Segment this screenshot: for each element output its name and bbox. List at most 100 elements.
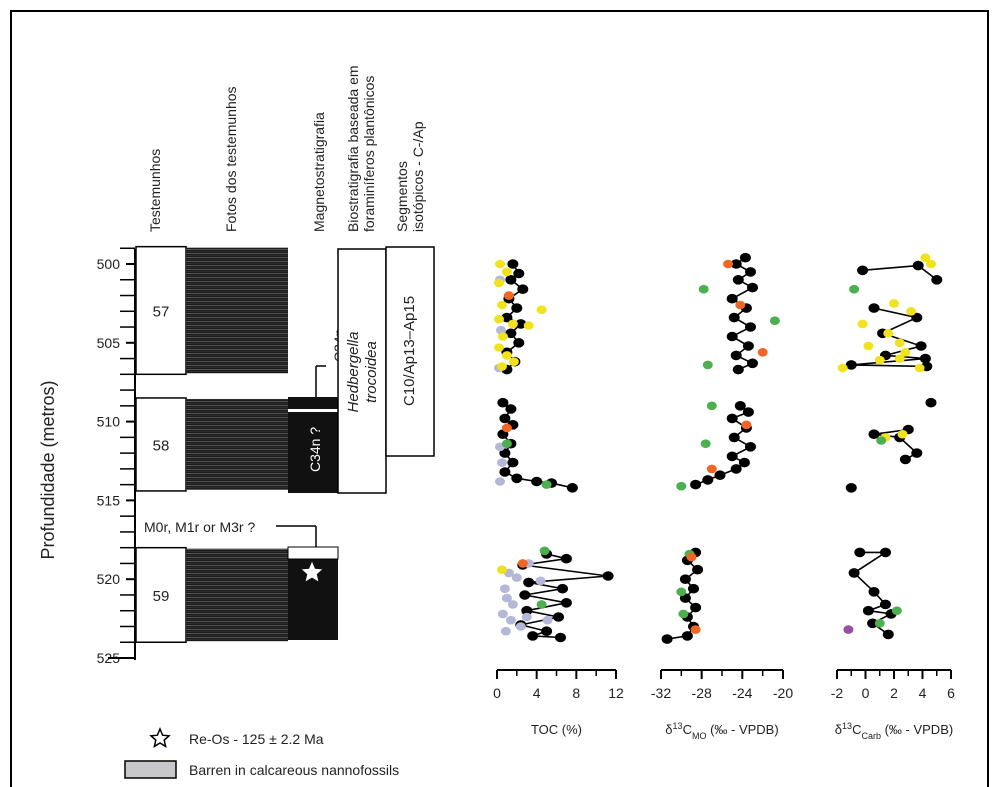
data-point-orange [735, 300, 746, 310]
data-point-yellow [497, 332, 508, 341]
data-point-green [700, 439, 711, 449]
data-point-purple [843, 625, 854, 634]
data-point-black [745, 322, 756, 332]
data-point-black [511, 303, 523, 313]
data-point-black [880, 547, 891, 558]
biozone-column: Hedbergella trocoidea [337, 248, 387, 494]
x-axis-label: TOC (%) [531, 722, 582, 737]
magneto-block-m [288, 547, 338, 640]
legend: Re-Os - 125 ± 2.2 Ma Barren in calcareou… [124, 727, 399, 779]
x-tick-label: 8 [572, 685, 580, 701]
data-point-green [706, 401, 717, 411]
data-point-yellow [508, 357, 519, 367]
core-box [135, 546, 187, 643]
data-point-yellow [536, 305, 547, 315]
data-point-black [714, 470, 726, 481]
data-point-yellow [497, 565, 507, 574]
data-point-lavender [521, 612, 532, 622]
m-zone-label: M0r, M1r or M3r ? [144, 519, 255, 535]
data-point-yellow [497, 300, 507, 310]
data-point-black [560, 553, 572, 564]
data-point-black [742, 341, 754, 351]
data-point-black [519, 590, 531, 600]
x-tick-label: -28 [692, 685, 712, 701]
data-point-black [557, 583, 568, 594]
data-point-green [676, 481, 687, 491]
data-point-black [845, 483, 857, 493]
data-point-black [560, 598, 572, 608]
figure-frame [10, 10, 989, 787]
depth-tick-label: 520 [97, 571, 121, 587]
data-point-black [513, 268, 525, 279]
data-point-black [739, 252, 751, 263]
data-point-black [732, 364, 744, 375]
data-point-black [499, 467, 511, 477]
biozone-name-line1: Hedbergella [345, 332, 362, 413]
core-box [135, 397, 187, 492]
data-point-black [726, 451, 738, 462]
data-point-yellow [494, 314, 504, 324]
x-tick-label: -2 [831, 685, 844, 701]
chart-panel: -2 0 2 4 6 δ13CCarb (‰ - VPDB) [831, 253, 955, 741]
data-point-orange [503, 291, 514, 300]
data-point-black [507, 259, 519, 269]
data-point-black [513, 338, 525, 348]
data-point-yellow [494, 343, 504, 352]
data-point-yellow [494, 278, 504, 288]
data-point-yellow [874, 355, 885, 365]
header-seg-line1: Segmentos [394, 161, 410, 232]
depth-tick-label: 500 [97, 256, 121, 272]
data-point-lavender [511, 573, 522, 582]
data-point-yellow [507, 319, 518, 329]
data-point-black [845, 360, 857, 370]
data-point-black [925, 397, 937, 408]
data-point-green [874, 619, 885, 628]
series-line [862, 264, 938, 281]
data-point-green [702, 360, 713, 370]
data-point-orange [517, 559, 528, 568]
header-magneto: Magnetostratigrafia [311, 112, 327, 232]
data-point-black [931, 275, 943, 285]
magneto-white-band [288, 409, 338, 412]
data-point-yellow [495, 259, 505, 269]
x-tick-label: -20 [773, 685, 793, 701]
depth-tick-label: 510 [97, 414, 121, 430]
data-point-black [915, 341, 927, 351]
data-point-yellow [894, 338, 905, 348]
legend-barren-label: Barren in calcareous nannofossils [189, 762, 399, 778]
data-point-yellow [501, 267, 512, 277]
legend-star-icon [149, 727, 171, 748]
data-point-black [868, 303, 880, 313]
data-point-black [553, 612, 564, 622]
data-point-black [919, 353, 931, 364]
data-point-black [862, 605, 874, 616]
depth-axis-label: Profundidade (metros) [38, 380, 58, 559]
data-point-green [678, 609, 689, 619]
data-point-orange [757, 348, 768, 357]
re-os-star-icon [301, 561, 323, 582]
x-axis-label: δ13CCarb (‰ - VPDB) [835, 721, 953, 741]
data-point-black [688, 583, 699, 594]
data-point-yellow [926, 259, 936, 269]
data-point-yellow [897, 429, 908, 439]
data-point-black [690, 479, 702, 490]
data-point-green [698, 284, 709, 294]
depth-tick-label: 515 [97, 492, 121, 508]
data-point-yellow [894, 354, 905, 363]
magneto-white-top [287, 546, 339, 560]
data-point-black [555, 632, 566, 643]
data-point-black [507, 457, 519, 468]
data-point-black [566, 483, 578, 493]
legend-star-label: Re-Os - 125 ± 2.2 Ma [189, 731, 324, 747]
data-point-lavender [542, 615, 553, 625]
data-point-lavender [500, 626, 511, 636]
data-point-yellow [857, 319, 868, 329]
data-point-green [769, 316, 780, 326]
data-point-black [742, 407, 754, 417]
core-label: 59 [153, 588, 170, 605]
data-point-black [868, 587, 880, 597]
data-point-black [857, 265, 869, 276]
data-point-green [876, 436, 887, 445]
magneto-block-c34n [288, 397, 338, 493]
